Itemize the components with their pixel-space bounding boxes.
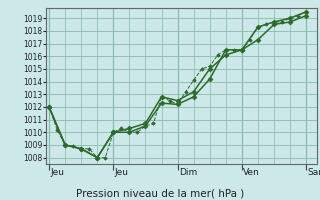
Text: Jeu: Jeu <box>51 168 64 177</box>
Text: Ven: Ven <box>243 168 260 177</box>
Text: Jeu: Jeu <box>115 168 129 177</box>
Text: Pression niveau de la mer( hPa ): Pression niveau de la mer( hPa ) <box>76 188 244 198</box>
Text: Sam: Sam <box>308 168 320 177</box>
Text: Dim: Dim <box>179 168 197 177</box>
